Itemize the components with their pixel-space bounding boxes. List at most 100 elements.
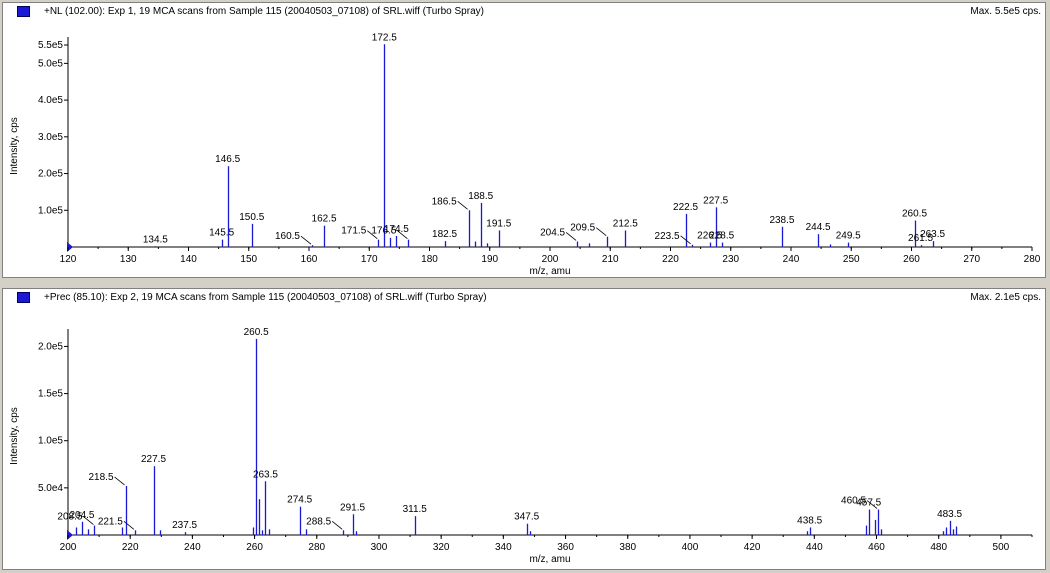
x-tick-label: 220 — [662, 254, 679, 265]
peak-label: 146.5 — [215, 154, 240, 165]
peak-label: 260.5 — [902, 209, 927, 220]
peak-label: 186.5 — [432, 196, 457, 207]
x-tick-label: 200 — [542, 254, 559, 265]
x-tick-label: 240 — [783, 254, 800, 265]
pane-splitter[interactable] — [0, 279, 1050, 287]
peak-label: 460.5 — [841, 496, 866, 507]
peak-label: 274.5 — [287, 495, 312, 506]
peak-label: 483.5 — [937, 509, 962, 520]
peak-label: 260.5 — [244, 327, 269, 338]
peak-label: 188.5 — [468, 191, 493, 202]
peak-label-leader — [457, 200, 468, 210]
peak-label: 176.5 — [371, 226, 396, 237]
prec-spectrum-chart[interactable]: 200 220 240 260 280 300 320 340 360 380 400 420 440 4… — [3, 289, 1045, 569]
pane-header: +Prec (85.10): Exp 2, 19 MCA scans from … — [3, 289, 1045, 307]
x-tick-label: 160 — [301, 254, 318, 265]
y-tick-label: 5.0e4 — [38, 483, 63, 494]
peak-label: 209.5 — [570, 223, 595, 234]
x-tick-label: 270 — [963, 254, 980, 265]
max-intensity-label: Max. 5.5e5 cps. — [970, 6, 1041, 17]
x-tick-label: 280 — [308, 542, 325, 553]
peak-label: 244.5 — [806, 222, 831, 233]
peak-label: 218.5 — [88, 472, 113, 483]
y-tick-label: 1.0e5 — [38, 436, 63, 447]
x-tick-label: 230 — [722, 254, 739, 265]
peak-label: 204.5 — [540, 227, 565, 238]
peak-label: 182.5 — [432, 229, 457, 240]
peak-label: 288.5 — [306, 516, 331, 527]
peak-label: 228.5 — [709, 231, 734, 242]
peak-label: 223.5 — [655, 231, 680, 242]
x-tick-label: 180 — [421, 254, 438, 265]
peak-label: 222.5 — [673, 202, 698, 213]
peak-label: 162.5 — [312, 214, 337, 225]
peak-label-leader — [83, 516, 94, 525]
peak-label-leader — [300, 235, 312, 245]
y-tick-label: 4.0e5 — [38, 95, 63, 106]
spectrum-pane-prec[interactable]: +Prec (85.10): Exp 2, 19 MCA scans from … — [2, 288, 1046, 570]
peak-label: 145.5 — [209, 228, 234, 239]
y-tick-label: 5.0e5 — [38, 58, 63, 69]
peak-label: 134.5 — [143, 234, 168, 245]
x-tick-label: 220 — [122, 542, 139, 553]
y-tick-label: 1.0e5 — [38, 205, 63, 216]
x-axis-label: m/z, amu — [529, 266, 570, 277]
peak-label: 291.5 — [340, 502, 365, 513]
peak-label: 263.5 — [253, 469, 278, 480]
y-tick-label: 3.0e5 — [38, 132, 63, 143]
x-tick-label: 480 — [930, 542, 947, 553]
y-axis-label: Intensity, cps — [9, 407, 20, 465]
y-tick-label: 2.0e5 — [38, 341, 63, 352]
max-intensity-label: Max. 2.1e5 cps. — [970, 292, 1041, 303]
peak-label: 227.5 — [141, 454, 166, 465]
x-tick-label: 210 — [602, 254, 619, 265]
peak-label: 150.5 — [239, 212, 264, 223]
x-tick-label: 340 — [495, 542, 512, 553]
x-tick-label: 150 — [240, 254, 257, 265]
peak-label: 237.5 — [172, 520, 197, 531]
peak-label: 191.5 — [486, 218, 511, 229]
peak-label-leader — [866, 500, 878, 509]
peak-label: 208.5 — [57, 512, 82, 523]
peak-label-leader — [367, 230, 378, 239]
peak-label: 221.5 — [98, 516, 123, 527]
x-tick-label: 280 — [1024, 254, 1041, 265]
y-tick-label: 5.5e5 — [38, 40, 63, 51]
x-tick-label: 300 — [371, 542, 388, 553]
spectrum-icon[interactable] — [17, 292, 30, 303]
y-tick-label: 2.0e5 — [38, 169, 63, 180]
x-tick-label: 140 — [180, 254, 197, 265]
x-tick-label: 130 — [120, 254, 137, 265]
x-tick-label: 190 — [481, 254, 498, 265]
peak-label: 263.5 — [920, 229, 945, 240]
peak-label: 457.5 — [856, 498, 881, 509]
spectrum-icon[interactable] — [17, 6, 30, 17]
peak-label: 174.5 — [384, 224, 409, 235]
x-tick-label: 170 — [361, 254, 378, 265]
peak-label: 160.5 — [275, 231, 300, 242]
peak-label-leader — [397, 230, 408, 239]
peak-label: 238.5 — [769, 215, 794, 226]
peak-label: 212.5 — [613, 218, 638, 229]
x-tick-label: 420 — [744, 542, 761, 553]
x-tick-label: 200 — [60, 542, 77, 553]
peak-label: 261.5 — [908, 233, 933, 244]
pane-title: +NL (102.00): Exp 1, 19 MCA scans from S… — [44, 6, 484, 17]
peak-label: 171.5 — [341, 226, 366, 237]
peak-label-leader — [123, 520, 135, 530]
x-tick-label: 250 — [843, 254, 860, 265]
nl-spectrum-chart[interactable]: 120 130 140 150 160 170 180 190 200 210 220 230 240 2… — [3, 3, 1045, 277]
peak-label-leader — [595, 227, 607, 237]
peak-label: 172.5 — [372, 32, 397, 43]
peak-label-leader — [331, 520, 343, 530]
peak-label: 204.5 — [69, 510, 94, 521]
pane-title: +Prec (85.10): Exp 2, 19 MCA scans from … — [44, 292, 487, 303]
spectrum-pane-nl[interactable]: +NL (102.00): Exp 1, 19 MCA scans from S… — [2, 2, 1046, 278]
x-tick-label: 500 — [993, 542, 1010, 553]
x-tick-label: 440 — [806, 542, 823, 553]
x-tick-label: 400 — [682, 542, 699, 553]
peak-label: 347.5 — [514, 512, 539, 523]
x-tick-label: 380 — [619, 542, 636, 553]
peak-label: 226.5 — [697, 231, 722, 242]
peak-label: 311.5 — [403, 504, 428, 515]
